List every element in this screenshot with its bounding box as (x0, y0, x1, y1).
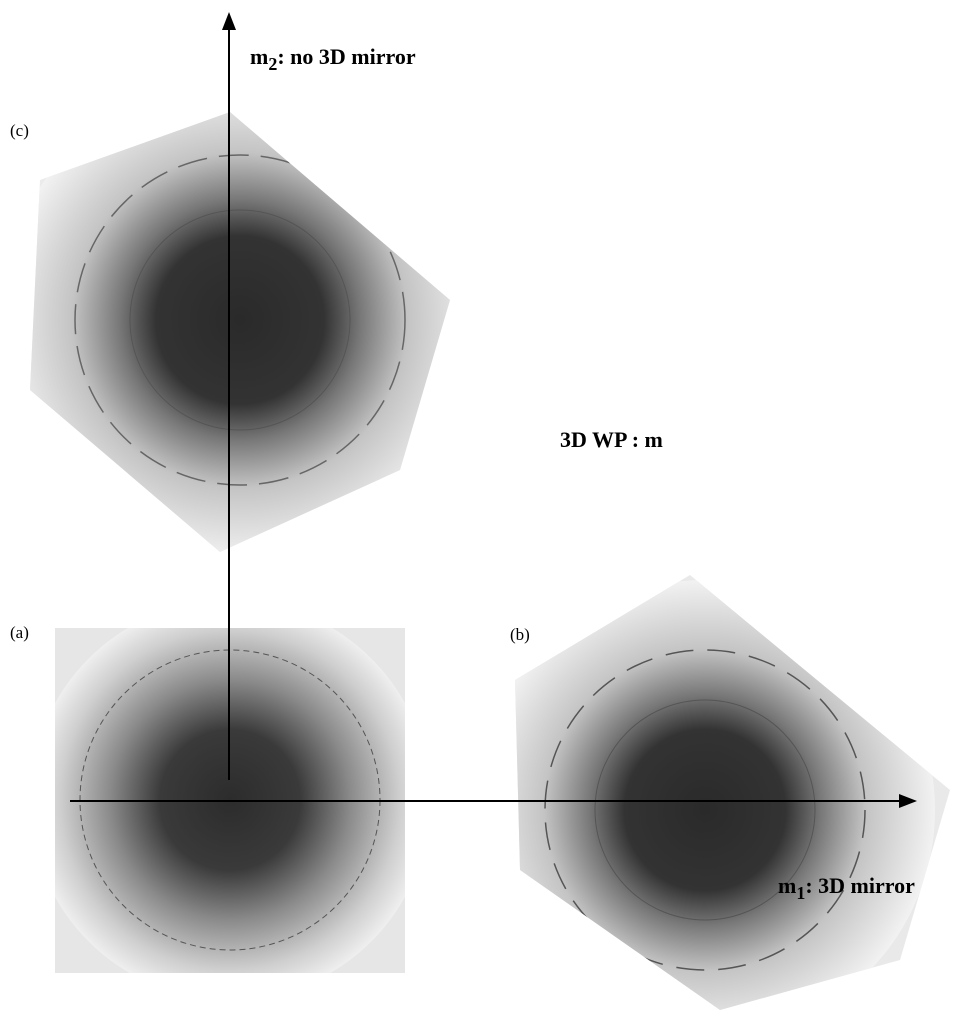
panel-label: (c) (10, 121, 29, 140)
group-label: 3D WP : m (560, 427, 663, 452)
figure: m2: no 3D mirror m1: 3D mirror 3D WP : m… (0, 0, 959, 1011)
arrow-head (222, 12, 236, 30)
label-sub: 2 (268, 54, 277, 74)
label-main: m (250, 44, 268, 69)
label-rest: : 3D mirror (805, 873, 915, 898)
panel-label: (a) (10, 623, 29, 642)
label-main: m (778, 873, 796, 898)
pattern-b (475, 570, 959, 1011)
label-rest: : no 3D mirror (277, 44, 416, 69)
label-sub: 1 (796, 883, 805, 903)
axis-label: m2: no 3D mirror (250, 44, 416, 74)
panel-label: (b) (510, 625, 530, 644)
pattern-c (0, 80, 480, 570)
